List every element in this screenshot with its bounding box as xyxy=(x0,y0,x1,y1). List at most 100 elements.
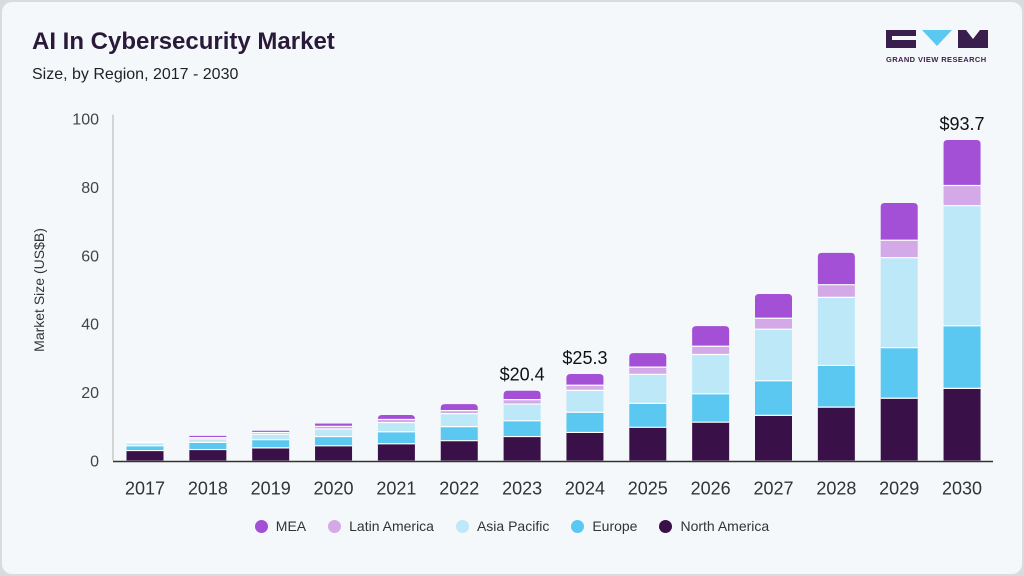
bar-segment-latin-america xyxy=(503,399,541,405)
bar-segment-latin-america xyxy=(440,410,478,414)
bar-segment-north-america xyxy=(566,432,604,461)
y-tick-label: 80 xyxy=(81,180,99,197)
data-label: $25.3 xyxy=(562,348,607,368)
bar-segment-latin-america xyxy=(880,240,918,258)
legend-swatch-icon xyxy=(571,519,585,533)
x-tick-label: 2027 xyxy=(753,479,793,499)
legend-swatch-icon xyxy=(455,519,469,533)
bar-segment-asia-pacific xyxy=(315,429,353,437)
bar-segment-europe xyxy=(692,393,730,423)
bar-segment-asia-pacific xyxy=(755,329,792,381)
x-tick-label: 2017 xyxy=(125,479,165,499)
legend-label: North America xyxy=(680,518,770,534)
bar-segment-europe xyxy=(440,426,478,441)
x-tick-label: 2029 xyxy=(879,479,919,499)
bar-segment-mea xyxy=(629,353,667,368)
x-tick-label: 2028 xyxy=(816,479,856,499)
data-label: $93.7 xyxy=(940,114,985,134)
bar-segment-europe xyxy=(315,436,353,446)
bar-segment-mea xyxy=(880,202,918,241)
bar-segment-north-america xyxy=(126,450,164,461)
bar-segment-mea xyxy=(189,435,227,438)
bar-segment-europe xyxy=(252,439,290,448)
y-tick-label: 40 xyxy=(81,317,99,334)
bar-segment-north-america xyxy=(315,445,353,461)
legend-item: Europe xyxy=(571,518,637,534)
x-tick-label: 2018 xyxy=(188,479,228,499)
bar-segment-latin-america xyxy=(377,419,415,423)
bar-segment-north-america xyxy=(755,415,792,461)
bar-segment-north-america xyxy=(440,440,478,461)
grand-view-research-logo: GRAND VIEW RESEARCH xyxy=(886,30,988,64)
y-tick-label: 60 xyxy=(81,248,99,265)
bar-segment-europe xyxy=(817,365,855,408)
bar-segment-north-america xyxy=(880,398,918,461)
bar-segment-north-america xyxy=(377,443,415,461)
legend-label: MEA xyxy=(275,518,307,534)
data-label: $20.4 xyxy=(500,365,545,385)
x-tick-label: 2020 xyxy=(314,479,354,499)
legend-swatch-icon xyxy=(254,519,268,533)
x-tick-label: 2019 xyxy=(251,479,291,499)
bar-segment-latin-america xyxy=(755,318,792,330)
x-tick-label: 2021 xyxy=(376,479,416,499)
bar-segment-asia-pacific xyxy=(566,390,604,413)
bar-segment-asia-pacific xyxy=(503,404,541,421)
bar-segment-asia-pacific xyxy=(692,354,730,394)
bar-segment-north-america xyxy=(252,447,290,461)
bar-segment-north-america xyxy=(503,436,541,461)
bar-segment-latin-america xyxy=(315,426,353,430)
bar-segment-north-america xyxy=(943,388,981,461)
bar-segment-asia-pacific xyxy=(252,434,290,440)
bar-segment-mea xyxy=(817,252,855,285)
legend-swatch-icon xyxy=(328,519,342,533)
bar-segment-europe xyxy=(189,442,227,450)
chart-title: AI In Cybersecurity Market xyxy=(32,28,335,55)
bar-segment-mea xyxy=(315,423,353,427)
bar-segment-europe xyxy=(126,445,164,451)
bar-segment-europe xyxy=(943,325,981,389)
bar-segment-asia-pacific xyxy=(440,413,478,427)
legend-item: Latin America xyxy=(328,518,434,534)
logo-text: GRAND VIEW RESEARCH xyxy=(886,55,987,64)
bar-segment-mea xyxy=(943,140,981,186)
x-tick-label: 2023 xyxy=(502,479,542,499)
legend-item: North America xyxy=(659,518,769,534)
bar-segment-north-america xyxy=(692,422,730,461)
bar-segment-mea xyxy=(503,390,541,400)
bar-segment-asia-pacific xyxy=(377,422,415,432)
x-tick-label: 2025 xyxy=(628,479,668,499)
y-tick-label: 20 xyxy=(81,385,99,402)
bar-segment-mea xyxy=(692,326,730,347)
bar-segment-latin-america xyxy=(817,284,855,298)
bar-segment-asia-pacific xyxy=(943,205,981,326)
x-tick-label: 2026 xyxy=(691,479,731,499)
bar-segment-asia-pacific xyxy=(880,257,918,348)
legend-item: MEA xyxy=(254,518,307,534)
bar-segment-north-america xyxy=(189,449,227,461)
bar-segment-europe xyxy=(566,412,604,433)
bar-segment-europe xyxy=(503,420,541,437)
bar-segment-mea xyxy=(252,430,290,433)
bar-segment-asia-pacific xyxy=(126,442,164,446)
legend-swatch-icon xyxy=(659,519,673,533)
bar-segment-mea xyxy=(566,373,604,386)
bar-segment-mea xyxy=(377,415,415,420)
bar-segment-latin-america xyxy=(566,385,604,391)
legend-item: Asia Pacific xyxy=(455,518,550,534)
bar-segment-europe xyxy=(755,380,792,416)
y-tick-label: 0 xyxy=(90,454,99,471)
bar-segment-mea xyxy=(440,404,478,411)
bar-segment-asia-pacific xyxy=(817,297,855,366)
bar-segment-latin-america xyxy=(189,437,227,439)
x-tick-label: 2024 xyxy=(565,479,605,499)
bar-segment-latin-america xyxy=(629,367,667,375)
legend: MEA Latin America Asia Pacific Europe North … xyxy=(2,518,1022,534)
stacked-bar-chart: 0 20 40 60 80 100 Market Size (US$B) 2017 2018 20… xyxy=(31,112,993,499)
bar-segment-mea xyxy=(755,293,792,319)
logo-mark-icon xyxy=(886,30,988,48)
legend-label: Asia Pacific xyxy=(476,518,550,534)
bar-segment-latin-america xyxy=(943,185,981,206)
legend-label: Latin America xyxy=(349,518,434,534)
